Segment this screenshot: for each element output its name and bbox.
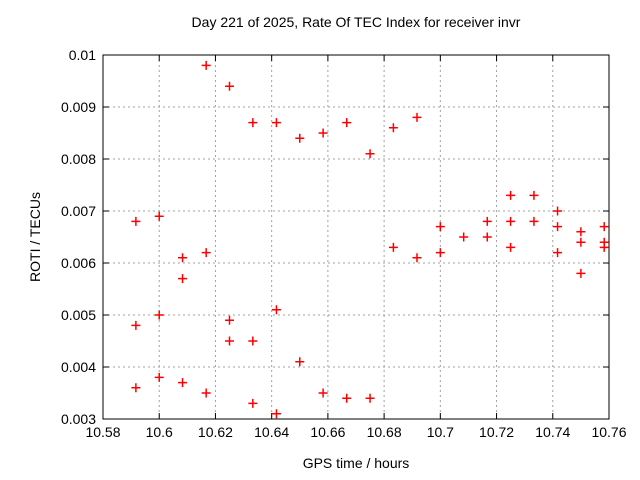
y-tick-label: 0.005 xyxy=(61,307,96,323)
x-tick-label: 10.7 xyxy=(427,424,454,440)
x-tick-label: 10.76 xyxy=(591,424,626,440)
chart-title: Day 221 of 2025, Rate Of TEC Index for r… xyxy=(191,14,521,30)
data-point-marker xyxy=(248,398,258,408)
x-tick-label: 10.64 xyxy=(254,424,289,440)
data-point-marker xyxy=(131,383,141,393)
data-point-marker xyxy=(388,242,398,252)
data-point-marker xyxy=(201,388,211,398)
y-tick-label: 0.008 xyxy=(61,151,96,167)
data-point-marker xyxy=(225,81,234,91)
data-point-marker xyxy=(271,409,281,419)
y-tick-label: 0.004 xyxy=(61,359,96,375)
y-tick-label: 0.003 xyxy=(61,411,96,427)
x-tick-label: 10.62 xyxy=(198,424,233,440)
data-point-marker xyxy=(342,393,352,403)
data-point-marker xyxy=(295,357,305,367)
data-point-marker xyxy=(154,310,164,320)
data-point-marker xyxy=(271,118,281,128)
data-point-marker xyxy=(201,248,211,258)
x-tick-label: 10.6 xyxy=(146,424,173,440)
data-point-marker xyxy=(576,268,586,278)
x-axis-label: GPS time / hours xyxy=(302,455,410,471)
data-point-marker xyxy=(388,123,398,133)
data-point-marker xyxy=(435,222,445,232)
data-point-marker xyxy=(599,222,609,232)
data-point-marker xyxy=(553,248,563,258)
data-point-marker xyxy=(482,216,492,226)
data-point-marker xyxy=(131,216,141,226)
data-point-marker xyxy=(412,253,422,263)
data-point-marker xyxy=(178,274,188,284)
data-point-marker xyxy=(553,222,563,232)
plot-border xyxy=(102,54,610,420)
data-point-marker xyxy=(178,253,188,263)
data-point-marker xyxy=(576,237,586,247)
data-point-marker xyxy=(271,305,281,315)
y-tick-label: 0.007 xyxy=(61,203,96,219)
data-point-marker xyxy=(178,378,188,388)
data-point-marker xyxy=(154,372,164,382)
data-point-marker xyxy=(201,60,211,70)
x-tick-label: 10.72 xyxy=(479,424,514,440)
data-point-marker xyxy=(506,190,516,200)
x-tick-label: 10.74 xyxy=(535,424,570,440)
data-point-marker xyxy=(131,320,141,330)
data-point-marker xyxy=(248,118,258,128)
data-point-marker xyxy=(599,242,609,252)
data-point-marker xyxy=(482,232,492,242)
x-tick-label: 10.58 xyxy=(85,424,120,440)
data-point-marker xyxy=(412,112,422,122)
data-point-marker xyxy=(295,133,305,143)
data-point-marker xyxy=(342,118,352,128)
data-point-marker xyxy=(365,393,375,403)
data-point-marker xyxy=(435,248,445,258)
data-point-marker xyxy=(506,242,516,252)
data-point-marker xyxy=(553,206,563,216)
data-point-marker xyxy=(248,336,258,346)
data-point-marker xyxy=(529,190,539,200)
y-tick-label: 0.01 xyxy=(69,47,96,63)
data-point-marker xyxy=(529,216,539,226)
data-point-marker xyxy=(318,128,328,138)
data-point-marker xyxy=(225,315,234,325)
data-point-marker xyxy=(225,336,234,346)
data-point-marker xyxy=(154,211,164,221)
data-point-marker xyxy=(576,227,586,237)
y-axis-label: ROTI / TECUs xyxy=(27,192,43,282)
y-tick-label: 0.006 xyxy=(61,255,96,271)
y-tick-label: 0.009 xyxy=(61,99,96,115)
x-tick-label: 10.68 xyxy=(367,424,402,440)
data-point-marker xyxy=(365,149,375,159)
data-point-marker xyxy=(506,216,516,226)
data-point-marker xyxy=(459,232,469,242)
x-tick-label: 10.66 xyxy=(310,424,345,440)
data-point-marker xyxy=(318,388,328,398)
